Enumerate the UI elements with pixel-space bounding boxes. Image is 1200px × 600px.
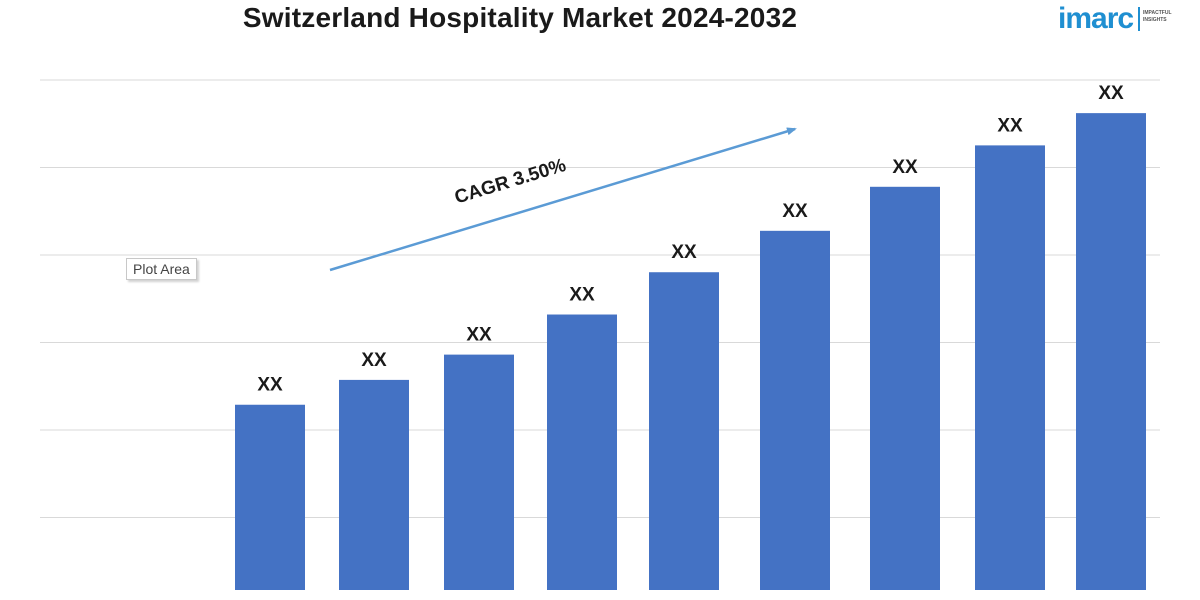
bar [1076, 113, 1146, 590]
bar-data-label: XX [997, 115, 1023, 136]
logo-tagline: IMPACTFUL INSIGHTS [1143, 10, 1172, 23]
bar [235, 404, 305, 590]
bar-data-label: XX [1098, 83, 1124, 104]
bar [339, 379, 409, 590]
bar [649, 272, 719, 590]
bar-data-label: XX [569, 285, 595, 306]
bar-data-label: XX [671, 242, 697, 263]
bar-data-label: XX [892, 157, 918, 178]
logo-divider [1138, 7, 1140, 31]
bar [870, 186, 940, 591]
cagr-arrow [329, 127, 797, 272]
bar [760, 230, 830, 591]
data-labels: XX XX XX XX XX XX XX XX XX [257, 83, 1124, 396]
bar-data-label: XX [257, 375, 283, 396]
bar [547, 314, 617, 590]
cagr-label: CAGR 3.50% [452, 155, 568, 209]
bar-data-label: XX [466, 325, 492, 346]
bar-data-label: XX [782, 201, 808, 222]
bars [235, 113, 1146, 591]
plot-area-tooltip: Plot Area [126, 258, 197, 280]
imarc-logo: imarc IMPACTFUL INSIGHTS [1058, 2, 1198, 36]
bar [975, 145, 1045, 590]
bar [444, 354, 514, 590]
chart-title: Switzerland Hospitality Market 2024-2032 [242, 2, 798, 33]
bar-data-label: XX [361, 350, 387, 371]
logo-wordmark: imarc [1058, 2, 1134, 35]
